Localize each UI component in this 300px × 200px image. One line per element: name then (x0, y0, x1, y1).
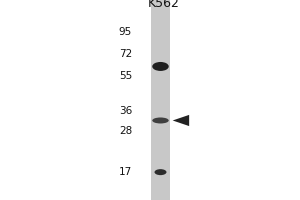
Ellipse shape (152, 117, 169, 123)
Polygon shape (173, 115, 189, 126)
Text: 17: 17 (119, 167, 132, 177)
Ellipse shape (152, 62, 169, 71)
Text: 72: 72 (119, 49, 132, 59)
Ellipse shape (154, 169, 166, 175)
Text: 36: 36 (119, 106, 132, 116)
Bar (151, 0, 170, 200)
Text: 28: 28 (119, 126, 132, 136)
Text: 95: 95 (119, 27, 132, 37)
Text: K562: K562 (148, 0, 179, 10)
Text: 55: 55 (119, 71, 132, 81)
